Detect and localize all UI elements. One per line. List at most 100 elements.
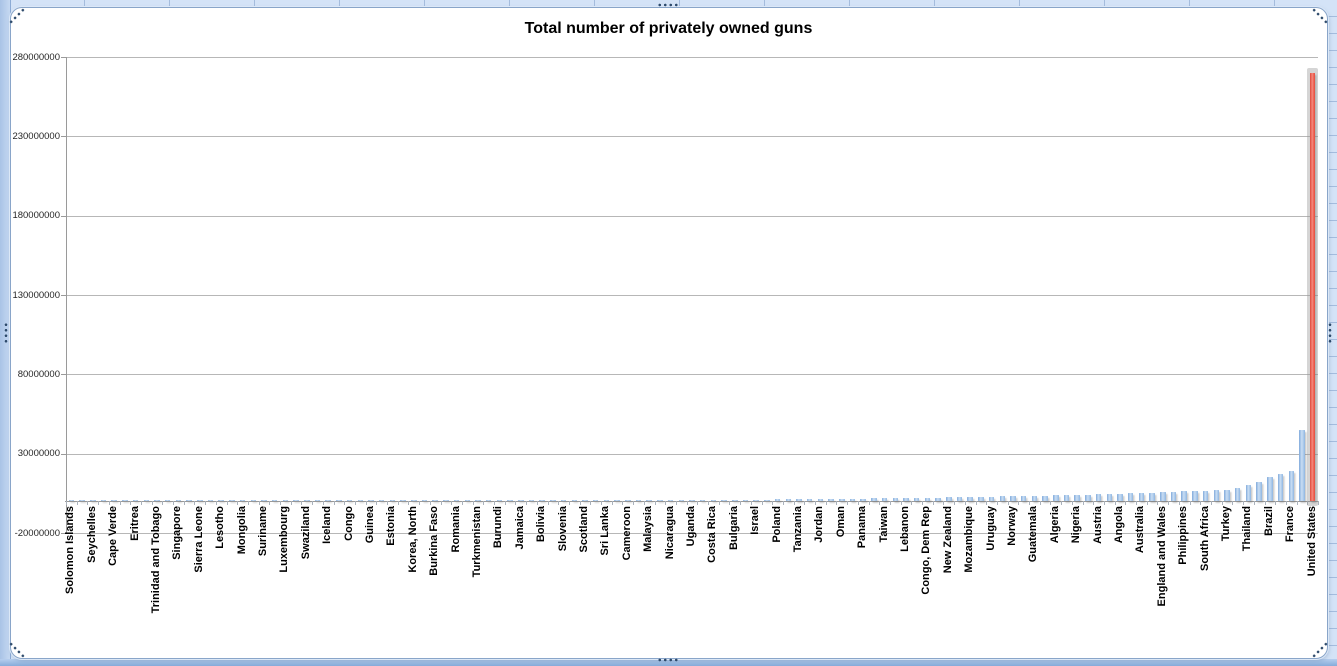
bar-guinea[interactable] (368, 500, 374, 502)
bar-philippines[interactable] (1181, 491, 1187, 502)
bar-jordan[interactable] (817, 499, 824, 502)
bar[interactable] (357, 500, 364, 502)
bar[interactable] (1299, 429, 1305, 502)
bar[interactable] (314, 500, 321, 502)
bar[interactable] (100, 500, 107, 502)
selection-handle-top[interactable] (657, 3, 679, 7)
bar[interactable] (935, 497, 941, 502)
bar-oman[interactable] (839, 498, 845, 502)
bar[interactable] (79, 500, 85, 502)
bar-swaziland[interactable] (304, 500, 310, 502)
bar[interactable] (485, 500, 492, 502)
selection-handle-bottom[interactable] (657, 658, 679, 662)
bar[interactable] (1256, 481, 1262, 502)
bar-romania[interactable] (453, 500, 460, 502)
bar[interactable] (443, 500, 449, 502)
bar-bulgaria[interactable] (732, 499, 738, 502)
bar[interactable] (400, 500, 406, 502)
bar[interactable] (271, 500, 278, 502)
bar-brazil[interactable] (1267, 477, 1273, 502)
bar[interactable] (764, 499, 770, 502)
bar-norway[interactable] (1010, 496, 1016, 502)
bar[interactable] (913, 497, 920, 502)
bar-korea-north[interactable] (411, 500, 417, 502)
bar[interactable] (1170, 491, 1177, 502)
bar-angola[interactable] (1117, 493, 1123, 502)
chart-title[interactable]: Total number of privately owned guns (524, 20, 813, 37)
bar[interactable] (657, 500, 663, 502)
bar[interactable] (229, 500, 235, 502)
bar-new-zealand[interactable] (946, 497, 952, 502)
bar-scotland[interactable] (582, 500, 588, 502)
bar[interactable] (528, 500, 535, 502)
bar[interactable] (550, 500, 556, 502)
bar-tanzania[interactable] (796, 499, 802, 502)
bar[interactable] (828, 498, 834, 502)
bar[interactable] (1127, 493, 1134, 502)
bar-france[interactable] (1288, 471, 1294, 502)
bar[interactable] (635, 500, 642, 502)
bar[interactable] (1234, 487, 1241, 502)
category-axis[interactable] (65, 501, 1318, 503)
bar[interactable] (164, 500, 171, 502)
bar[interactable] (1020, 496, 1027, 502)
value-axis[interactable] (65, 57, 67, 533)
bar[interactable] (721, 499, 727, 502)
bar[interactable] (978, 496, 984, 502)
bar[interactable] (1192, 490, 1198, 502)
bar[interactable] (464, 500, 471, 502)
bar-guatemala[interactable] (1031, 495, 1038, 502)
bar-mozambique[interactable] (967, 497, 973, 502)
bar-congo[interactable] (346, 500, 353, 502)
bar-solomon-islands[interactable] (68, 500, 75, 502)
bar[interactable] (871, 498, 877, 502)
bar-eritrea[interactable] (132, 500, 139, 502)
bar[interactable] (892, 498, 899, 502)
bar-sri-lanka[interactable] (603, 500, 610, 502)
bar[interactable] (207, 500, 214, 502)
bar-estonia[interactable] (389, 500, 396, 502)
bar[interactable] (1106, 493, 1113, 502)
bar-mongolia[interactable] (239, 500, 246, 502)
bar-iceland[interactable] (325, 500, 331, 502)
bar[interactable] (507, 500, 513, 502)
bar-austria[interactable] (1095, 494, 1102, 502)
bar[interactable] (678, 500, 685, 502)
bar-turkey[interactable] (1224, 489, 1230, 502)
bar[interactable] (378, 500, 385, 502)
bar-thailand[interactable] (1245, 485, 1252, 502)
bar[interactable] (336, 500, 342, 502)
bar[interactable] (1277, 474, 1284, 502)
bar[interactable] (122, 500, 128, 502)
bar-trinidad-and-tobago[interactable] (154, 500, 160, 502)
bar-jamaica[interactable] (518, 500, 524, 502)
chart-object[interactable] (10, 7, 1328, 659)
bar[interactable] (421, 500, 428, 502)
bar-algeria[interactable] (1053, 495, 1059, 502)
bar-uganda[interactable] (689, 500, 695, 502)
bar[interactable] (1085, 494, 1091, 502)
bar[interactable] (614, 500, 620, 502)
bar[interactable] (742, 499, 749, 502)
bar[interactable] (999, 496, 1006, 502)
bar-luxembourg[interactable] (282, 500, 289, 502)
bar-lebanon[interactable] (903, 498, 909, 502)
bar[interactable] (699, 499, 706, 502)
bar-poland[interactable] (774, 499, 781, 502)
bar-cape-verde[interactable] (111, 500, 117, 502)
bar[interactable] (1042, 495, 1048, 502)
bar-cameroon[interactable] (625, 500, 631, 502)
bar-israel[interactable] (753, 499, 759, 502)
bar-nicaragua[interactable] (667, 500, 674, 502)
bar-bolivia[interactable] (539, 500, 545, 502)
bar-taiwan[interactable] (881, 498, 888, 502)
bar[interactable] (571, 500, 578, 502)
bar[interactable] (1149, 492, 1155, 502)
bar-sierra-leone[interactable] (197, 500, 203, 502)
bar-congo-dem-rep[interactable] (924, 497, 931, 502)
bar-lesotho[interactable] (218, 500, 224, 502)
bar-seychelles[interactable] (90, 500, 96, 502)
bar-panama[interactable] (860, 498, 866, 502)
bar[interactable] (1063, 495, 1070, 502)
bar[interactable] (250, 500, 256, 502)
